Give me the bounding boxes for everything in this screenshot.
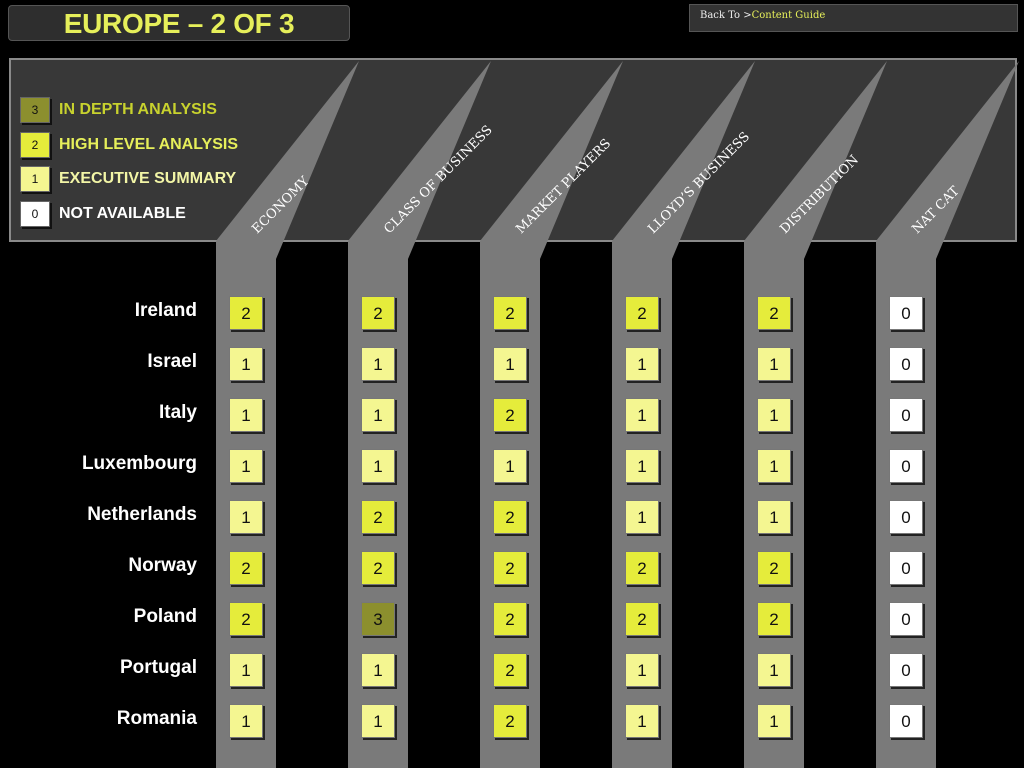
cell-norway-5[interactable]: 2 <box>757 551 791 585</box>
cell-luxembourg-1[interactable]: 1 <box>229 449 263 483</box>
cell-luxembourg-6[interactable]: 0 <box>889 449 923 483</box>
column-band-3 <box>480 61 623 768</box>
cell-portugal-6[interactable]: 0 <box>889 653 923 687</box>
back-to-label: Back To > <box>700 10 752 21</box>
row-label-poland: Poland <box>133 606 197 627</box>
cell-portugal-4[interactable]: 1 <box>625 653 659 687</box>
legend-swatch: 2 <box>20 132 50 158</box>
back-nav: Back To >Content Guide <box>700 10 825 21</box>
column-band-1 <box>216 61 359 768</box>
cell-israel-1[interactable]: 1 <box>229 347 263 381</box>
column-band-5 <box>744 61 887 768</box>
cell-israel-3[interactable]: 1 <box>493 347 527 381</box>
row-label-romania: Romania <box>116 708 197 729</box>
column-band-6 <box>876 61 1019 768</box>
row-label-portugal: Portugal <box>119 657 197 678</box>
cell-norway-1[interactable]: 2 <box>229 551 263 585</box>
legend-swatch: 1 <box>20 166 50 192</box>
cell-netherlands-5[interactable]: 1 <box>757 500 791 534</box>
cell-portugal-2[interactable]: 1 <box>361 653 395 687</box>
cell-luxembourg-5[interactable]: 1 <box>757 449 791 483</box>
row-label-luxembourg: Luxembourg <box>81 453 197 474</box>
row-label-netherlands: Netherlands <box>87 504 197 525</box>
cell-netherlands-3[interactable]: 2 <box>493 500 527 534</box>
cell-poland-3[interactable]: 2 <box>493 602 527 636</box>
cell-ireland-5[interactable]: 2 <box>757 296 791 330</box>
nav-bar: Back To >Content Guide <box>689 4 1018 32</box>
cell-poland-6[interactable]: 0 <box>889 602 923 636</box>
legend-label: NOT AVAILABLE <box>59 205 186 222</box>
cell-ireland-2[interactable]: 2 <box>361 296 395 330</box>
row-label-norway: Norway <box>128 555 197 576</box>
cell-israel-4[interactable]: 1 <box>625 347 659 381</box>
cell-poland-1[interactable]: 2 <box>229 602 263 636</box>
cell-romania-6[interactable]: 0 <box>889 704 923 738</box>
cell-italy-1[interactable]: 1 <box>229 398 263 432</box>
cell-romania-2[interactable]: 1 <box>361 704 395 738</box>
cell-poland-5[interactable]: 2 <box>757 602 791 636</box>
cell-netherlands-1[interactable]: 1 <box>229 500 263 534</box>
cell-poland-4[interactable]: 2 <box>625 602 659 636</box>
cell-norway-6[interactable]: 0 <box>889 551 923 585</box>
cell-romania-3[interactable]: 2 <box>493 704 527 738</box>
cell-norway-4[interactable]: 2 <box>625 551 659 585</box>
cell-portugal-1[interactable]: 1 <box>229 653 263 687</box>
cell-netherlands-2[interactable]: 2 <box>361 500 395 534</box>
cell-norway-3[interactable]: 2 <box>493 551 527 585</box>
legend-label: EXECUTIVE SUMMARY <box>59 170 237 187</box>
column-band-4 <box>612 61 755 768</box>
cell-israel-5[interactable]: 1 <box>757 347 791 381</box>
cell-ireland-4[interactable]: 2 <box>625 296 659 330</box>
legend-swatch: 0 <box>20 201 50 227</box>
cell-poland-2[interactable]: 3 <box>361 602 395 636</box>
cell-luxembourg-4[interactable]: 1 <box>625 449 659 483</box>
cell-israel-6[interactable]: 0 <box>889 347 923 381</box>
cell-romania-4[interactable]: 1 <box>625 704 659 738</box>
column-band-2 <box>348 61 491 768</box>
cell-italy-6[interactable]: 0 <box>889 398 923 432</box>
cell-luxembourg-3[interactable]: 1 <box>493 449 527 483</box>
legend-swatch: 3 <box>20 97 50 123</box>
cell-netherlands-6[interactable]: 0 <box>889 500 923 534</box>
cell-italy-2[interactable]: 1 <box>361 398 395 432</box>
cell-ireland-6[interactable]: 0 <box>889 296 923 330</box>
cell-israel-2[interactable]: 1 <box>361 347 395 381</box>
row-label-israel: Israel <box>147 351 197 372</box>
cell-portugal-5[interactable]: 1 <box>757 653 791 687</box>
cell-romania-1[interactable]: 1 <box>229 704 263 738</box>
cell-romania-5[interactable]: 1 <box>757 704 791 738</box>
content-guide-link[interactable]: Content Guide <box>751 10 826 21</box>
legend-label: IN DEPTH ANALYSIS <box>59 101 217 118</box>
row-label-ireland: Ireland <box>134 300 197 321</box>
title-box: EUROPE – 2 OF 3 <box>8 5 350 41</box>
cell-portugal-3[interactable]: 2 <box>493 653 527 687</box>
cell-italy-5[interactable]: 1 <box>757 398 791 432</box>
row-label-italy: Italy <box>158 402 197 423</box>
cell-netherlands-4[interactable]: 1 <box>625 500 659 534</box>
cell-italy-3[interactable]: 2 <box>493 398 527 432</box>
cell-italy-4[interactable]: 1 <box>625 398 659 432</box>
cell-luxembourg-2[interactable]: 1 <box>361 449 395 483</box>
legend-label: HIGH LEVEL ANALYSIS <box>59 136 238 153</box>
cell-ireland-3[interactable]: 2 <box>493 296 527 330</box>
cell-norway-2[interactable]: 2 <box>361 551 395 585</box>
page-title: EUROPE – 2 OF 3 <box>63 8 295 39</box>
cell-ireland-1[interactable]: 2 <box>229 296 263 330</box>
